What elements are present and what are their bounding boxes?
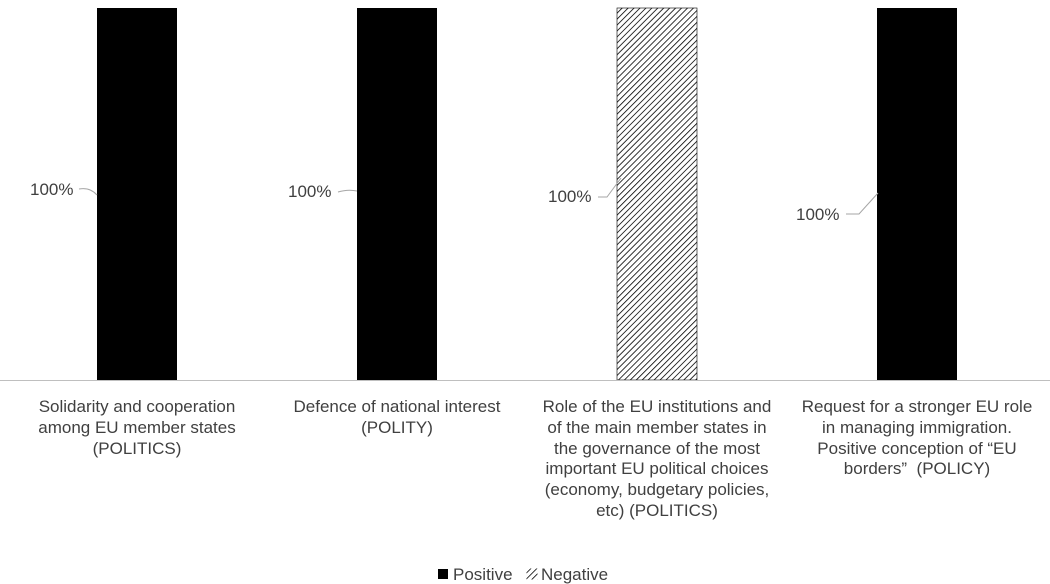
legend-marker-negative [526,568,538,580]
data-label-3: 100% [548,187,592,206]
bar-positive-1 [97,8,177,380]
leader-line-4 [846,192,879,215]
category-label-2: Defence of national interest (POLITY) [293,397,501,437]
bar-negative-3 [616,7,698,381]
bars-group [97,7,957,381]
legend-label-negative: Negative [541,565,609,584]
leader-line-2 [337,189,358,193]
leader-line-3 [598,177,622,198]
bar-positive-2 [357,8,437,380]
legend-label-positive: Positive [453,565,513,584]
category-label-1: Solidarity and cooperation among EU memb… [38,397,236,458]
data-label-4: 100% [796,205,840,224]
category-label-4: Request for a stronger EU role in managi… [801,397,1033,479]
leader-line-1 [78,188,98,196]
category-label-3: Role of the EU institutions and of the m… [542,397,772,520]
bar-positive-4 [877,8,957,380]
legend-marker-positive [438,569,448,579]
data-label-1: 100% [30,180,74,199]
data-label-2: 100% [288,182,332,201]
